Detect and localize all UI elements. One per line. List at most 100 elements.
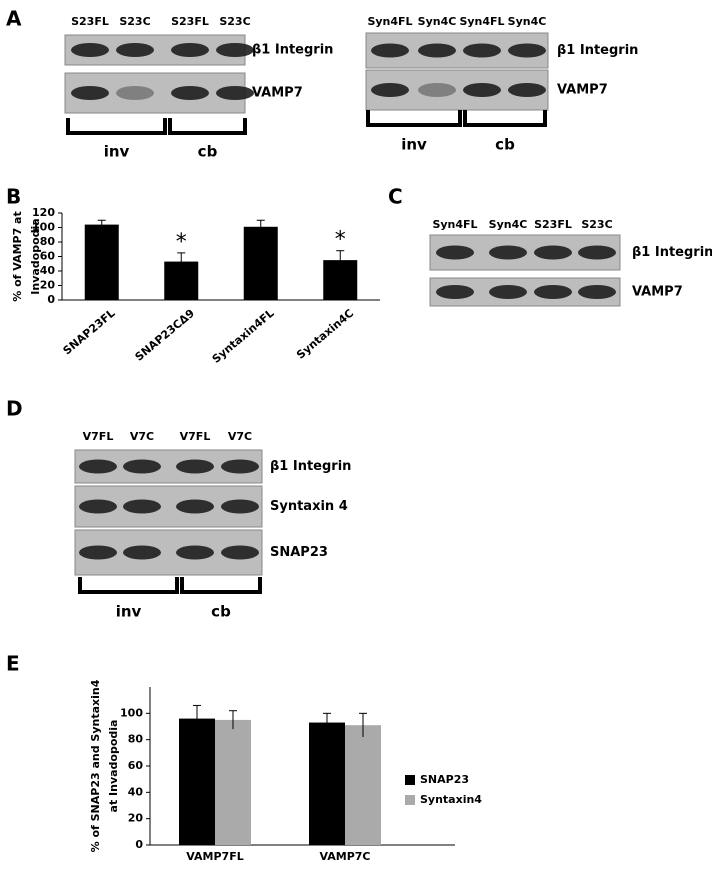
y-axis-label: % of SNAP23 and Syntaxin4: [89, 679, 102, 852]
lane-label: Syn4C: [508, 15, 547, 28]
y-tick-label: 0: [135, 838, 143, 851]
band: [171, 86, 209, 100]
x-tick-label: SNAP23FL: [61, 307, 118, 358]
x-tick-label: Syntaxin4C: [294, 307, 356, 362]
lane-label: V7FL: [83, 430, 114, 443]
row-label: β1 Integrin: [252, 43, 333, 58]
bracket: [78, 577, 179, 594]
bracket: [463, 110, 547, 127]
bar: [179, 718, 215, 845]
row-label: β1 Integrin: [632, 245, 712, 260]
band: [508, 83, 546, 97]
bar: [309, 722, 345, 845]
band: [79, 499, 117, 514]
error-bar: [336, 250, 345, 270]
band: [216, 43, 254, 57]
band: [176, 545, 214, 560]
y-tick-label: 0: [47, 293, 55, 306]
group-label: inv: [116, 603, 142, 621]
y-axis-label: % of VAMP7 at: [11, 211, 24, 301]
lane-label: S23C: [581, 218, 612, 231]
band: [508, 43, 546, 58]
band: [436, 285, 474, 299]
legend-swatch: [405, 795, 415, 805]
error-bar: [177, 252, 186, 271]
group-label: inv: [104, 143, 130, 161]
significance: *: [176, 230, 187, 255]
bracket: [366, 110, 462, 127]
band: [116, 43, 154, 57]
panel-label: B: [6, 185, 21, 209]
group-label: cb: [198, 143, 218, 161]
y-tick-label: 120: [32, 206, 55, 219]
y-tick-label: 40: [128, 785, 144, 798]
y-tick-label: 60: [40, 250, 56, 263]
y-tick-label: 80: [128, 733, 144, 746]
band: [116, 86, 154, 100]
lane-label: Syn4FL: [367, 15, 412, 28]
row-label: VAMP7: [557, 83, 608, 98]
x-tick-label: VAMP7FL: [186, 850, 243, 863]
row-label: SNAP23: [270, 545, 328, 560]
band: [534, 285, 572, 299]
lane-label: V7C: [228, 430, 252, 443]
bar: [84, 224, 119, 300]
band: [221, 499, 259, 514]
x-tick-label: VAMP7C: [319, 850, 370, 863]
band: [371, 43, 409, 58]
lane-label: S23C: [219, 15, 250, 28]
legend-swatch: [405, 775, 415, 785]
lane-label: Syn4C: [418, 15, 457, 28]
y-tick-label: 60: [128, 759, 144, 772]
band: [463, 43, 501, 58]
band: [171, 43, 209, 57]
lane-label: V7C: [130, 430, 154, 443]
bar: [243, 226, 278, 300]
lane-label: Syn4FL: [432, 218, 477, 231]
y-axis-label: at Invadopodia: [107, 720, 120, 813]
band: [489, 285, 527, 299]
band: [418, 83, 456, 97]
x-tick-label: Syntaxin4FL: [210, 307, 277, 366]
error-bar: [323, 712, 331, 732]
bar: [345, 725, 381, 845]
panel-label: C: [388, 185, 403, 209]
group-label: inv: [401, 136, 427, 154]
band: [176, 459, 214, 474]
band: [436, 245, 474, 260]
bar: [215, 719, 251, 845]
bracket: [180, 577, 262, 594]
band: [221, 545, 259, 560]
band: [534, 245, 572, 260]
significance: *: [335, 228, 346, 253]
row-label: β1 Integrin: [557, 43, 638, 58]
bracket: [66, 118, 167, 135]
band: [578, 245, 616, 260]
band: [216, 86, 254, 100]
lane-label: V7FL: [180, 430, 211, 443]
band: [123, 545, 161, 560]
band: [71, 86, 109, 100]
error-bar: [229, 710, 237, 730]
y-tick-label: 20: [40, 279, 56, 292]
y-tick-label: 100: [32, 221, 55, 234]
band: [371, 83, 409, 97]
panel-label: A: [6, 7, 22, 31]
error-bar: [97, 219, 106, 229]
row-label: VAMP7: [632, 285, 683, 300]
band: [578, 285, 616, 299]
lane-label: Syn4FL: [459, 15, 504, 28]
error-bar: [193, 704, 201, 732]
band: [123, 499, 161, 514]
panel-label: E: [6, 652, 20, 676]
band: [176, 499, 214, 514]
band: [123, 459, 161, 474]
x-tick-label: SNAP23CΔ9: [133, 307, 197, 364]
row-label: β1 Integrin: [270, 459, 351, 474]
error-bar: [359, 712, 367, 738]
row-label: VAMP7: [252, 86, 303, 101]
lane-label: S23FL: [171, 15, 209, 28]
band: [71, 43, 109, 57]
y-tick-label: 100: [120, 706, 143, 719]
bracket: [168, 118, 247, 135]
